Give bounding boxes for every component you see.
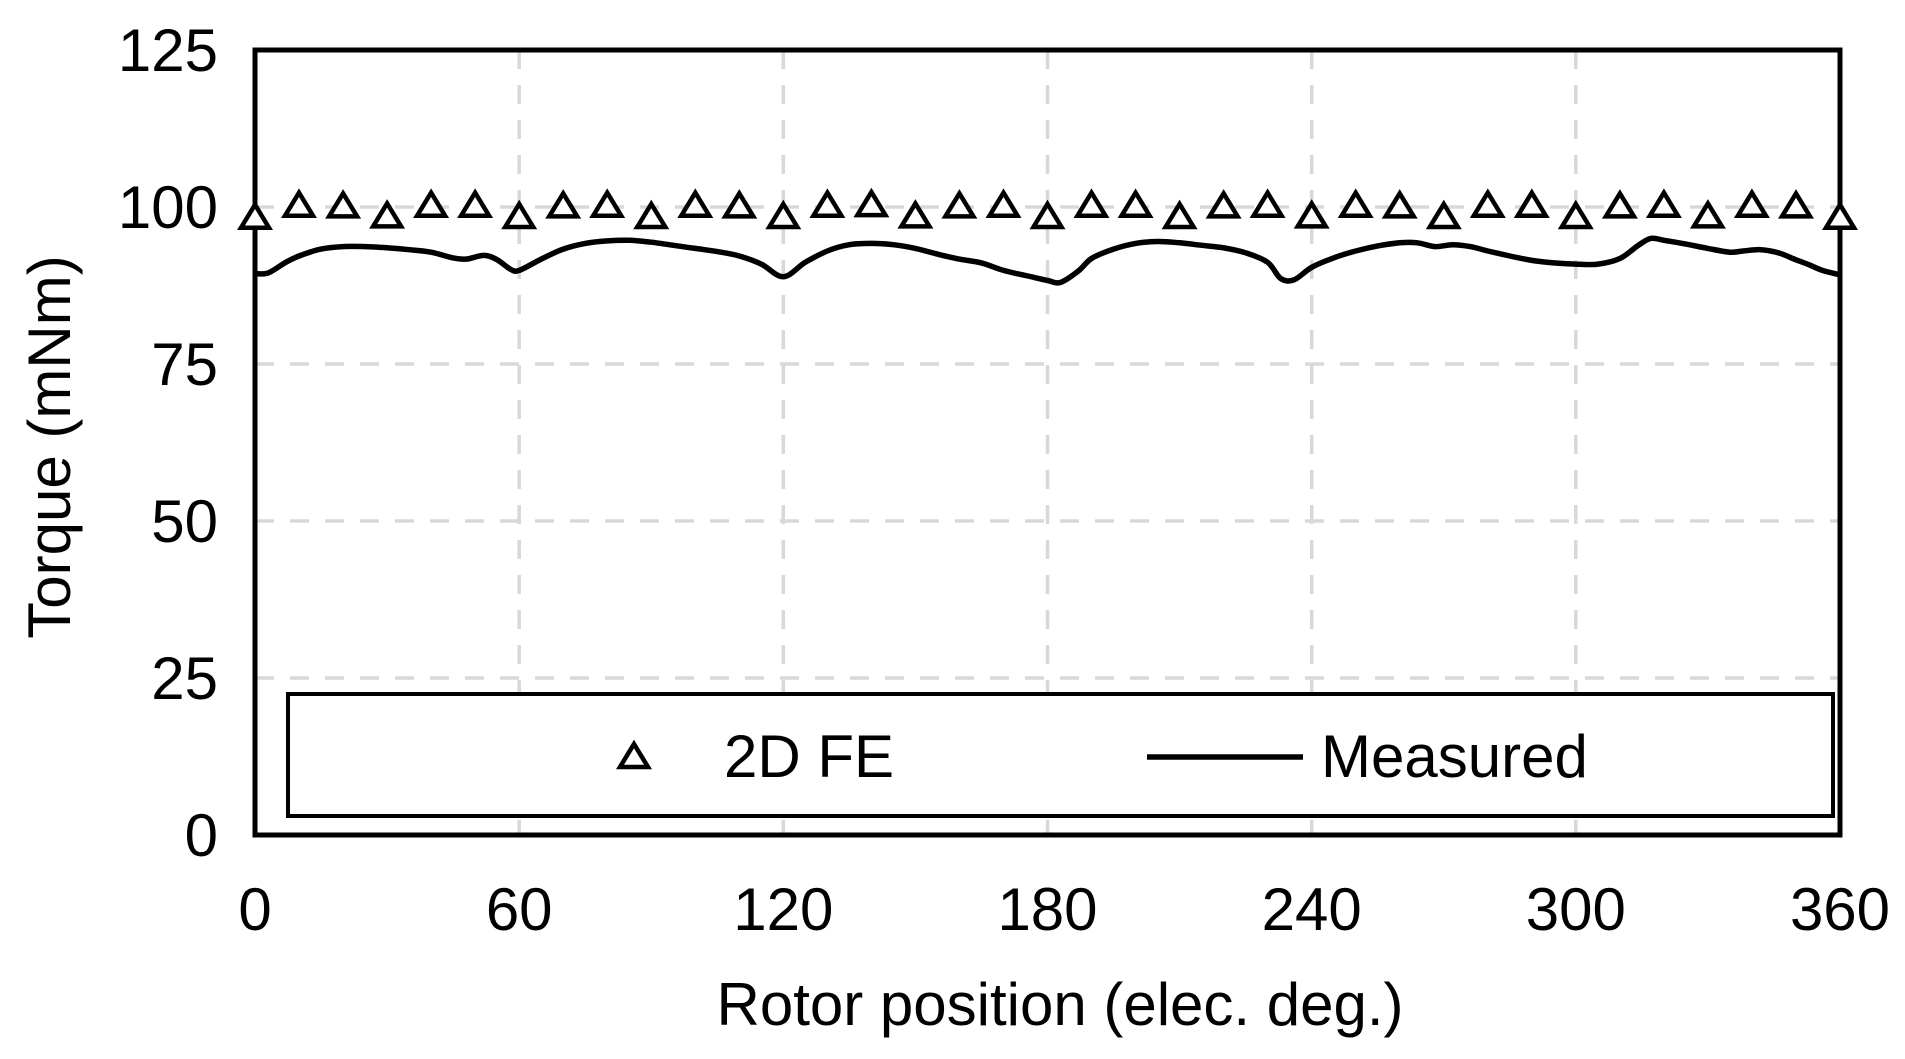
fe-marker xyxy=(1293,199,1330,229)
x-tick-label: 300 xyxy=(1526,876,1626,943)
x-tick-label: 360 xyxy=(1790,876,1890,943)
legend-box xyxy=(286,692,1835,818)
fe-marker xyxy=(941,189,978,219)
fe-marker xyxy=(236,200,274,230)
fe-marker xyxy=(1425,199,1462,230)
fe-marker xyxy=(765,199,802,230)
fe-marker xyxy=(413,188,450,218)
y-tick-label: 125 xyxy=(118,17,218,84)
fe-marker xyxy=(589,188,626,218)
y-axis-title: Torque (mNm) xyxy=(16,255,83,639)
x-axis-title: Rotor position (elec. deg.) xyxy=(716,971,1404,1038)
fe-marker xyxy=(501,199,538,230)
fe-marker xyxy=(897,199,934,229)
fe-marker xyxy=(1205,189,1242,219)
fe-marker xyxy=(1117,188,1154,218)
x-tick-label: 120 xyxy=(733,876,833,943)
fe-marker xyxy=(1513,188,1550,218)
plot-border xyxy=(252,47,1843,838)
fe-marker xyxy=(985,188,1022,218)
fe-marker xyxy=(633,199,670,230)
fe-marker xyxy=(1073,188,1110,218)
fe-marker xyxy=(809,188,846,218)
y-tick-label: 50 xyxy=(151,488,218,555)
y-tick-label: 25 xyxy=(151,645,218,712)
fe-marker xyxy=(853,187,890,218)
fe-marker xyxy=(1733,188,1770,218)
fe-marker xyxy=(1689,199,1726,229)
fe-marker xyxy=(1381,189,1418,219)
legend-marker-2d-fe-triangle-icon xyxy=(615,739,653,770)
legend-label-2d-fe: 2D FE xyxy=(724,723,894,790)
fe-marker xyxy=(721,189,758,219)
fe-marker xyxy=(1337,188,1374,218)
y-tick-label: 100 xyxy=(118,174,218,241)
fe-marker xyxy=(1557,199,1594,230)
fe-marker xyxy=(325,189,362,219)
fe-marker xyxy=(1161,199,1198,230)
fe-marker xyxy=(457,188,494,218)
fe-marker xyxy=(677,188,714,218)
measured-line xyxy=(254,235,1841,286)
y-tick-label: 0 xyxy=(185,802,218,869)
x-tick-label: 180 xyxy=(997,876,1097,943)
fe-marker xyxy=(369,199,406,229)
fe-marker xyxy=(1601,189,1638,219)
x-tick-label: 240 xyxy=(1262,876,1362,943)
fe-marker xyxy=(1249,188,1286,218)
fe-marker xyxy=(1645,188,1682,218)
legend-label-measured: Measured xyxy=(1321,723,1588,790)
x-tick-label: 60 xyxy=(486,876,553,943)
fe-marker xyxy=(1029,199,1066,230)
x-tick-label: 0 xyxy=(238,876,271,943)
y-tick-label: 75 xyxy=(151,331,218,398)
fe-marker xyxy=(1821,200,1859,230)
fe-marker xyxy=(1777,189,1815,219)
fe-marker xyxy=(1469,188,1506,218)
fe-marker xyxy=(280,188,318,218)
fe-marker xyxy=(545,189,582,219)
